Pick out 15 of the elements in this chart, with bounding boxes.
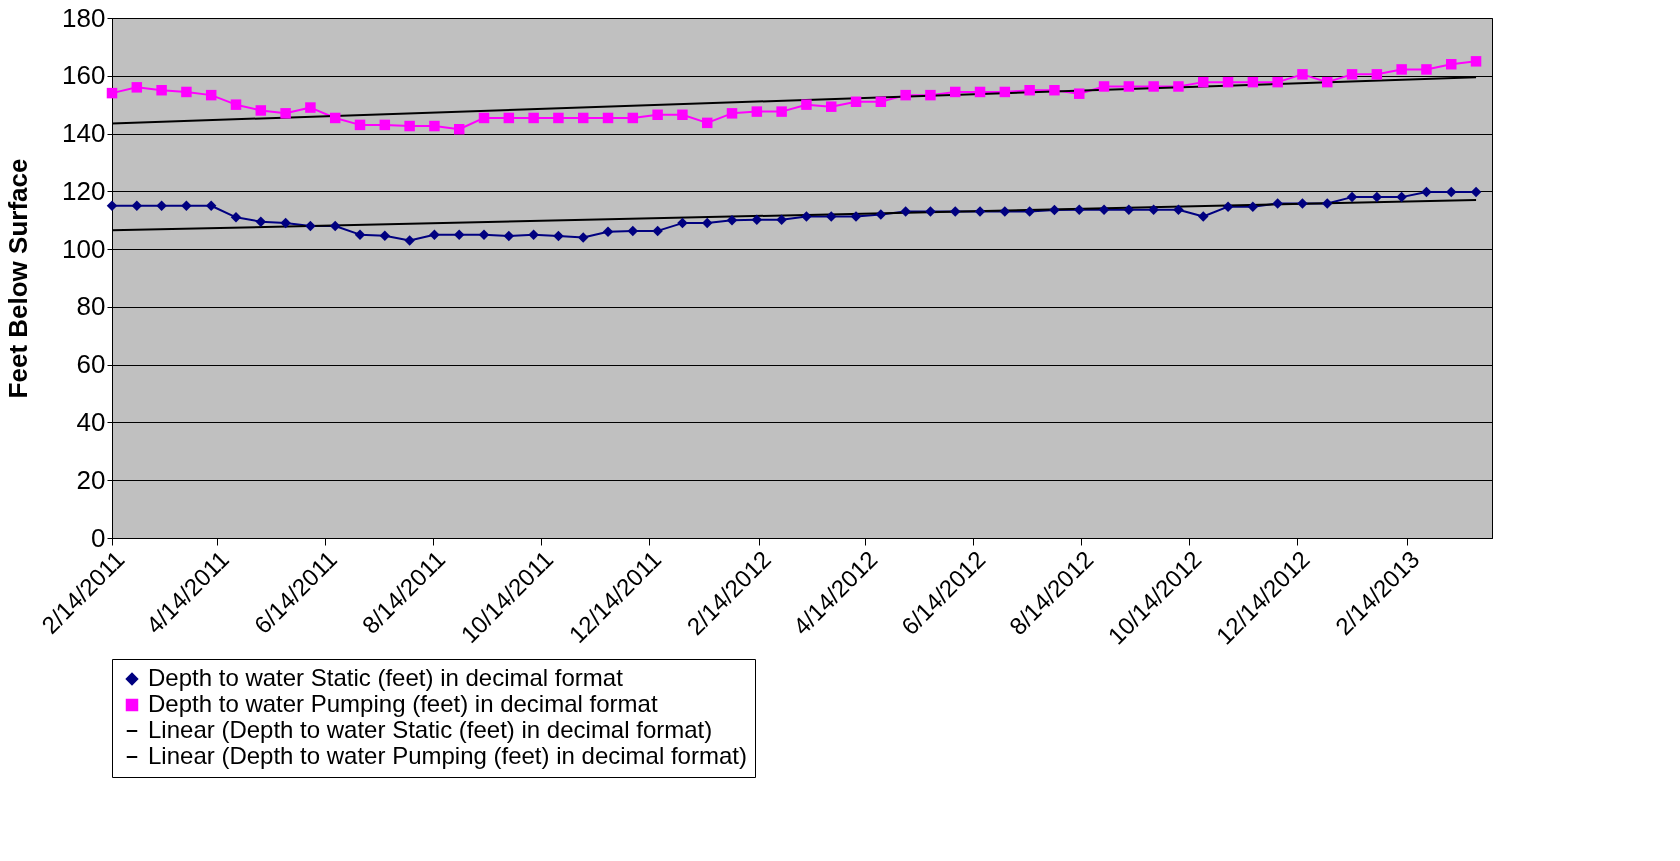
y-tick-label: 160 [62,60,106,91]
y-tick-label: 20 [76,464,106,495]
y-tick-label: 100 [62,233,106,264]
y-tick-label: 0 [91,522,106,553]
y-tick-label: 180 [62,2,106,33]
y-tick-label: 40 [76,406,106,437]
legend-label: Linear (Depth to water Static (feet) in decimal format) [148,716,713,743]
y-tick-label: 120 [62,175,106,206]
y-tick-label: 140 [62,118,106,149]
legend-label: Linear (Depth to water Pumping (feet) in decimal format) [148,742,747,769]
y-tick-label: 60 [76,349,106,380]
y-tick-label: 80 [76,291,106,322]
y-axis-title: Feet Below Surface [3,158,34,399]
legend-label: Depth to water Static (feet) in decimal format [148,664,624,691]
legend-label: Depth to water Pumping (feet) in decimal format [148,690,658,717]
